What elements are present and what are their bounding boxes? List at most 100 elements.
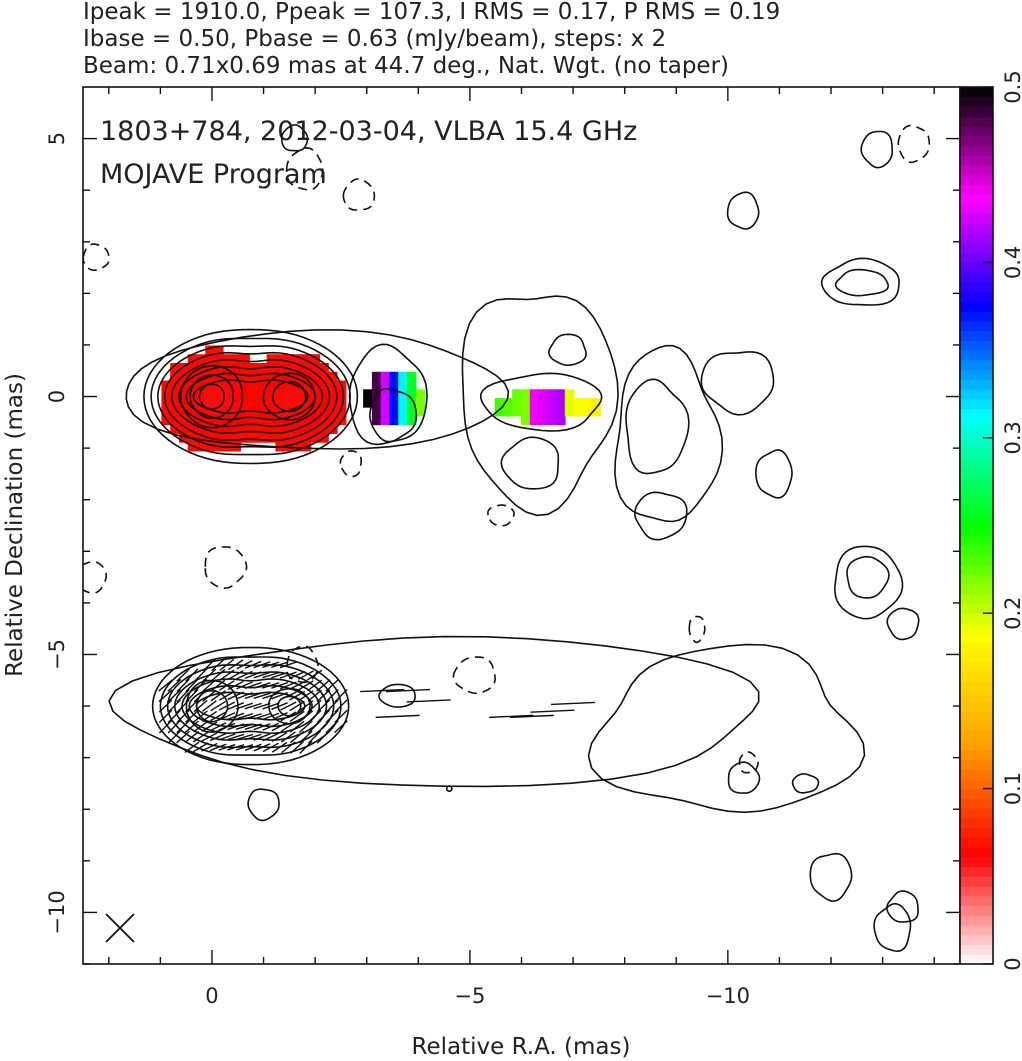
- pol-pixel: [214, 433, 224, 443]
- evpa-stick: [360, 688, 405, 693]
- evpa-stick: [298, 710, 314, 723]
- colorbar-segment: [960, 934, 993, 946]
- evpa-stick: [253, 743, 271, 752]
- colorbar-segment: [960, 730, 993, 741]
- pol-pixel: [240, 424, 250, 434]
- colorbar-segment: [960, 915, 993, 926]
- pol-pixel: [266, 424, 277, 434]
- evpa-stick: [167, 699, 181, 713]
- pol-pixel: [389, 406, 400, 417]
- evpa-stick: [307, 720, 322, 734]
- evpa-stick: [176, 709, 190, 724]
- negative-contour: [688, 615, 706, 644]
- evpa-stick: [158, 709, 173, 724]
- pol-pixel: [371, 380, 382, 391]
- evpa-stick: [253, 661, 271, 669]
- colorbar-segment: [960, 632, 993, 644]
- colorbar-frame: [959, 86, 994, 965]
- pol-pixel: [214, 354, 224, 364]
- pol-pixel: [363, 389, 373, 399]
- pol-pixel: [573, 398, 584, 408]
- pol-pixel: [398, 380, 408, 391]
- y-tick-label: −10: [45, 890, 69, 934]
- jet-peak-contour: [262, 372, 316, 421]
- colorbar-segment: [960, 408, 993, 419]
- knot-contour: [633, 491, 688, 541]
- colorbar-segment: [960, 574, 993, 585]
- pol-pixel: [591, 398, 601, 408]
- pol-pixel: [205, 415, 215, 426]
- core-contour: [143, 328, 359, 465]
- colorbar-segment: [960, 827, 993, 838]
- y-tick-label: −5: [45, 639, 69, 670]
- colorbar-segment: [960, 759, 993, 770]
- evpa-stick: [298, 690, 314, 702]
- evpa-stick: [244, 671, 262, 679]
- colorbar-tick-label: 0.2: [1001, 596, 1022, 629]
- pol-pixel: [415, 398, 426, 408]
- evpa-stick: [236, 681, 253, 690]
- evpa-stick: [176, 678, 190, 693]
- pol-pixel: [266, 389, 277, 399]
- evpa-stick: [279, 681, 297, 690]
- colorbar-segment: [960, 106, 993, 117]
- colorbar-segment: [960, 603, 993, 614]
- negative-contour: [738, 751, 759, 774]
- evpa-stick: [167, 719, 181, 734]
- colorbar-segment: [960, 525, 993, 536]
- pol-pixel: [222, 354, 233, 364]
- evpa-stick: [227, 691, 244, 701]
- evpa-stick: [299, 730, 313, 744]
- pol-pixel: [398, 415, 408, 426]
- pol-pixel: [389, 380, 400, 391]
- evpa-stick: [209, 732, 227, 742]
- evpa-stick: [298, 700, 314, 712]
- evpa-stick: [227, 702, 245, 711]
- evpa-stick: [280, 711, 297, 722]
- pol-pixel: [319, 362, 329, 373]
- pol-pixel: [178, 415, 189, 426]
- pol-pixel: [371, 371, 382, 382]
- pol-pixel: [301, 433, 312, 443]
- pol-pixel: [196, 406, 207, 417]
- pol-pixel: [257, 380, 268, 391]
- pol-pixel: [538, 406, 549, 417]
- evpa-stick: [262, 702, 280, 710]
- pol-pixel: [301, 354, 312, 364]
- lower-knot: [247, 788, 280, 822]
- pol-pixel: [249, 415, 259, 426]
- x-tick-label: 0: [205, 984, 218, 1008]
- evpa-stick: [202, 668, 217, 682]
- pol-pixel: [249, 389, 259, 399]
- colorbar-segment: [960, 262, 993, 273]
- evpa-stick: [244, 743, 262, 751]
- pol-pixel: [406, 406, 417, 417]
- pol-pixel: [547, 415, 557, 426]
- pol-pixel: [512, 406, 522, 417]
- colorbar-segment: [960, 418, 993, 429]
- evpa-stick: [227, 670, 244, 681]
- colorbar-segment: [960, 379, 993, 390]
- pol-pixel: [538, 389, 549, 399]
- lower-envelope: [587, 643, 866, 814]
- plot-area: [83, 87, 960, 964]
- negative-contour: [897, 124, 931, 164]
- pol-pixel: [284, 389, 294, 399]
- evpa-stick: [271, 722, 288, 732]
- evpa-stick: [288, 670, 306, 680]
- evpa-stick: [158, 719, 173, 734]
- pol-pixel: [380, 406, 391, 417]
- pol-pixel: [231, 406, 242, 417]
- pol-pixel: [538, 398, 549, 408]
- evpa-stick: [202, 679, 217, 692]
- pol-pixel: [231, 398, 242, 408]
- evpa-stick: [262, 722, 280, 731]
- evpa-stick: [262, 692, 280, 700]
- pol-pixel: [222, 433, 233, 443]
- evpa-stick: [192, 742, 209, 753]
- colorbar-segment: [960, 925, 993, 936]
- evpa-stick: [185, 668, 199, 682]
- lower-knot: [809, 852, 853, 902]
- pol-pixel: [214, 424, 224, 434]
- negative-contour: [339, 449, 363, 478]
